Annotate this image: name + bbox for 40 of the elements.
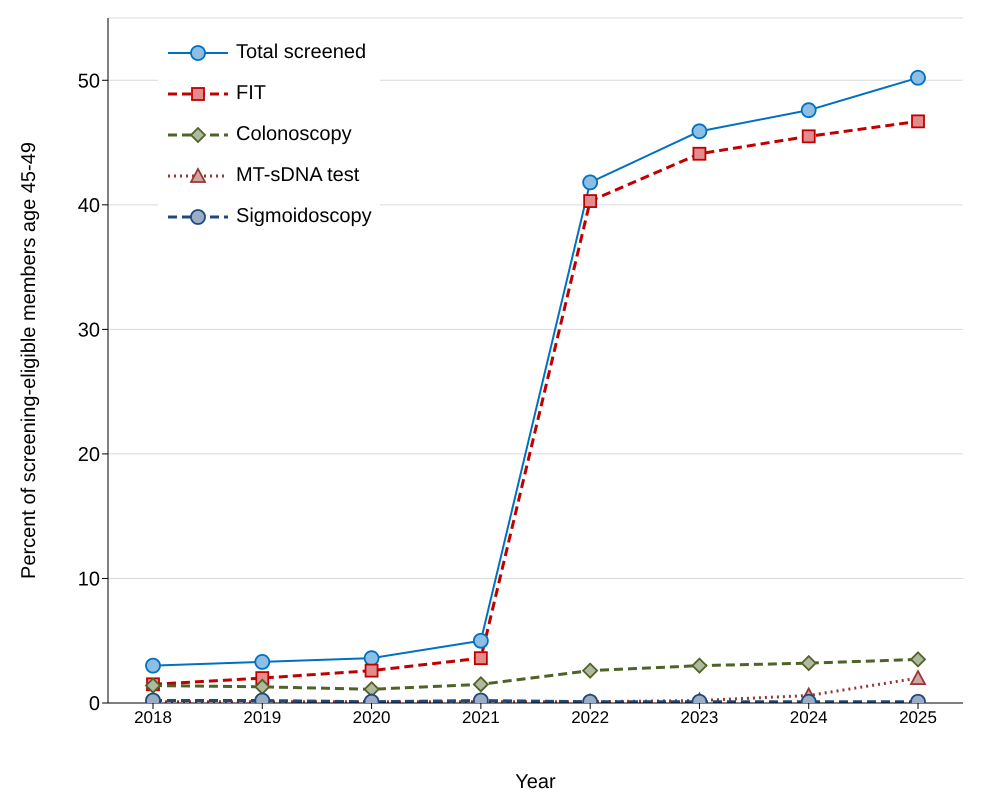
y-axis-title: Percent of screening-eligible members age 45-49 [18, 142, 40, 579]
y-tick-label: 20 [78, 444, 100, 466]
y-tick-label: 40 [78, 194, 100, 217]
legend-label: Colonoscopy [236, 123, 352, 146]
x-tick-label: 2025 [899, 708, 937, 728]
x-tick-label: 2023 [680, 708, 718, 728]
point [145, 658, 161, 674]
point [802, 129, 816, 144]
point [800, 102, 817, 118]
legend-label: Total screened [236, 41, 366, 64]
point [364, 664, 378, 678]
point [474, 651, 488, 666]
point [692, 146, 706, 161]
point [910, 652, 926, 668]
x-tick-label: 2022 [571, 708, 610, 728]
point [692, 658, 708, 674]
x-tick-label: 2020 [352, 708, 390, 728]
point [692, 123, 708, 140]
legend-label: MT-sDNA test [236, 164, 360, 187]
y-tick-label: 0 [88, 693, 100, 716]
point [472, 632, 489, 649]
point [472, 676, 489, 692]
y-tick-label: 30 [78, 319, 100, 342]
x-tick-label: 2024 [790, 708, 828, 728]
y-tick-label: 10 [78, 568, 100, 591]
point [583, 194, 598, 208]
point [254, 678, 270, 695]
legend-label: FIT [236, 82, 266, 105]
point [254, 654, 270, 670]
point [910, 70, 926, 86]
x-tick-label: 2019 [243, 708, 282, 728]
point [582, 174, 598, 190]
x-tick-label: 2018 [134, 708, 172, 728]
point [800, 655, 817, 672]
y-tick-label: 50 [78, 70, 100, 92]
point [582, 662, 598, 679]
x-axis-title: Year [515, 771, 556, 793]
legend-label: Sigmoidoscopy [236, 205, 372, 228]
x-tick-label: 2021 [462, 708, 500, 728]
point [911, 114, 925, 128]
